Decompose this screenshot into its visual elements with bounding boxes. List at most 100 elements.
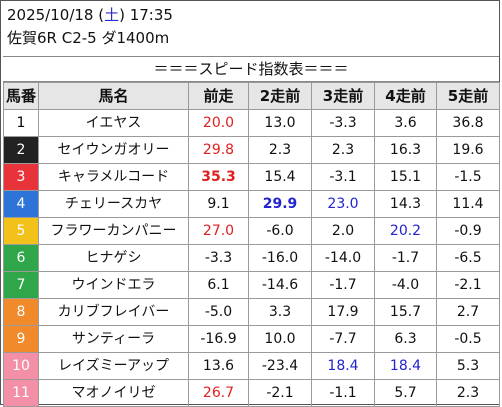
race-datetime: 2025/10/18 (土) 17:35 [7,6,173,24]
speed-index-value: 2.0 [311,217,375,245]
speed-index-value: -3.3 [188,244,249,272]
speed-index-value: -6.0 [248,217,312,245]
speed-index-value: 5.7 [374,379,437,407]
speed-index-value: 11.4 [436,190,500,218]
col-header-4th: 4走前 [374,82,437,110]
speed-index-value: -14.0 [311,244,375,272]
speed-index-value: -23.4 [248,352,312,380]
horse-name: チェリースカヤ [38,190,189,218]
horse-name: レイズミーアップ [38,352,189,380]
table-row: 1 イエヤス 20.0 13.0 -3.3 3.6 36.8 [3,109,500,137]
speed-index-value: -2.1 [436,271,500,299]
speed-index-value: 20.0 [188,109,249,137]
speed-index-value: 3.6 [374,109,437,137]
horse-name: フラワーカンパニー [38,217,189,245]
speed-index-value: 2.3 [436,379,500,407]
speed-index-value: 5.3 [436,352,500,380]
horse-name: セイウンガオリー [38,136,189,164]
speed-index-value: 29.8 [188,136,249,164]
speed-index-value: 20.2 [374,217,437,245]
speed-index-value: 2.7 [436,298,500,326]
table-row: 10 レイズミーアップ 13.6 -23.4 18.4 18.4 5.3 [3,352,500,380]
horse-number: 1 [3,109,39,137]
speed-index-value: -1.7 [374,244,437,272]
horse-name: イエヤス [38,109,189,137]
speed-index-value: 14.3 [374,190,437,218]
speed-index-value: -1.1 [311,379,375,407]
speed-index-value: 17.9 [311,298,375,326]
speed-index-value: 10.0 [248,325,312,353]
speed-index-value: 15.1 [374,163,437,191]
speed-index-value: -0.9 [436,217,500,245]
speed-index-value: 27.0 [188,217,249,245]
horse-number: 2 [3,136,39,164]
speed-index-value: 9.1 [188,190,249,218]
header-row: 馬番 馬名 前走 2走前 3走前 4走前 5走前 [3,82,500,110]
speed-index-value: -4.0 [374,271,437,299]
day-of-week: 土 [104,6,120,24]
horse-name: ウインドエラ [38,271,189,299]
horse-name: カリブフレイバー [38,298,189,326]
speed-index-value: 3.3 [248,298,312,326]
horse-number: 9 [3,325,39,353]
speed-index-value: 19.6 [436,136,500,164]
speed-index-value: 2.3 [311,136,375,164]
col-header-2nd: 2走前 [248,82,312,110]
speed-index-value: 36.8 [436,109,500,137]
col-header-last: 前走 [188,82,249,110]
speed-index-value: -7.7 [311,325,375,353]
table-row: 7 ウインドエラ 6.1 -14.6 -1.7 -4.0 -2.1 [3,271,500,299]
horse-number: 8 [3,298,39,326]
speed-index-value: -5.0 [188,298,249,326]
speed-index-value: 26.7 [188,379,249,407]
horse-number: 6 [3,244,39,272]
col-header-3rd: 3走前 [311,82,375,110]
table-row: 9 サンティーラ -16.9 10.0 -7.7 6.3 -0.5 [3,325,500,353]
horse-number: 4 [3,190,39,218]
horse-number: 5 [3,217,39,245]
table-title: ＝＝＝スピード指数表＝＝＝ [3,56,499,82]
table-row: 6 ヒナゲシ -3.3 -16.0 -14.0 -1.7 -6.5 [3,244,500,272]
speed-index-value: -1.5 [436,163,500,191]
speed-index-value: 35.3 [188,163,249,191]
speed-index-value: -3.3 [311,109,375,137]
speed-index-value: 15.7 [374,298,437,326]
horse-number: 11 [3,379,39,407]
speed-index-value: -1.7 [311,271,375,299]
speed-index-value: 2.3 [248,136,312,164]
horse-number: 3 [3,163,39,191]
col-header-number: 馬番 [3,82,39,110]
speed-index-value: -2.1 [248,379,312,407]
horse-number: 10 [3,352,39,380]
col-header-name: 馬名 [38,82,189,110]
race-info: 佐賀6R C2-5 ダ1400m [7,29,170,47]
speed-index-value: -16.9 [188,325,249,353]
speed-index-value: 15.4 [248,163,312,191]
speed-index-value: -0.5 [436,325,500,353]
speed-index-table: 馬番 馬名 前走 2走前 3走前 4走前 5走前 1 イエヤス 20.0 13.0 -3… [3,82,500,407]
table-row: 2 セイウンガオリー 29.8 2.3 2.3 16.3 19.6 [3,136,500,164]
speed-index-value: -14.6 [248,271,312,299]
speed-index-value: 18.4 [374,352,437,380]
horse-number: 7 [3,271,39,299]
speed-index-value: 29.9 [248,190,312,218]
table-row: 11 マオノイリゼ 26.7 -2.1 -1.1 5.7 2.3 [3,379,500,407]
col-header-5th: 5走前 [436,82,500,110]
speed-index-value: -16.0 [248,244,312,272]
table-row: 4 チェリースカヤ 9.1 29.9 23.0 14.3 11.4 [3,190,500,218]
speed-index-value: 13.0 [248,109,312,137]
horse-name: ヒナゲシ [38,244,189,272]
speed-index-value: 13.6 [188,352,249,380]
horse-name: マオノイリゼ [38,379,189,407]
speed-index-value: -3.1 [311,163,375,191]
speed-index-value: 23.0 [311,190,375,218]
table-row: 5 フラワーカンパニー 27.0 -6.0 2.0 20.2 -0.9 [3,217,500,245]
horse-name: サンティーラ [38,325,189,353]
table-row: 3 キャラメルコード 35.3 15.4 -3.1 15.1 -1.5 [3,163,500,191]
speed-index-value: 6.3 [374,325,437,353]
speed-index-value: -6.5 [436,244,500,272]
speed-index-value: 6.1 [188,271,249,299]
speed-index-value: 18.4 [311,352,375,380]
table-row: 8 カリブフレイバー -5.0 3.3 17.9 15.7 2.7 [3,298,500,326]
